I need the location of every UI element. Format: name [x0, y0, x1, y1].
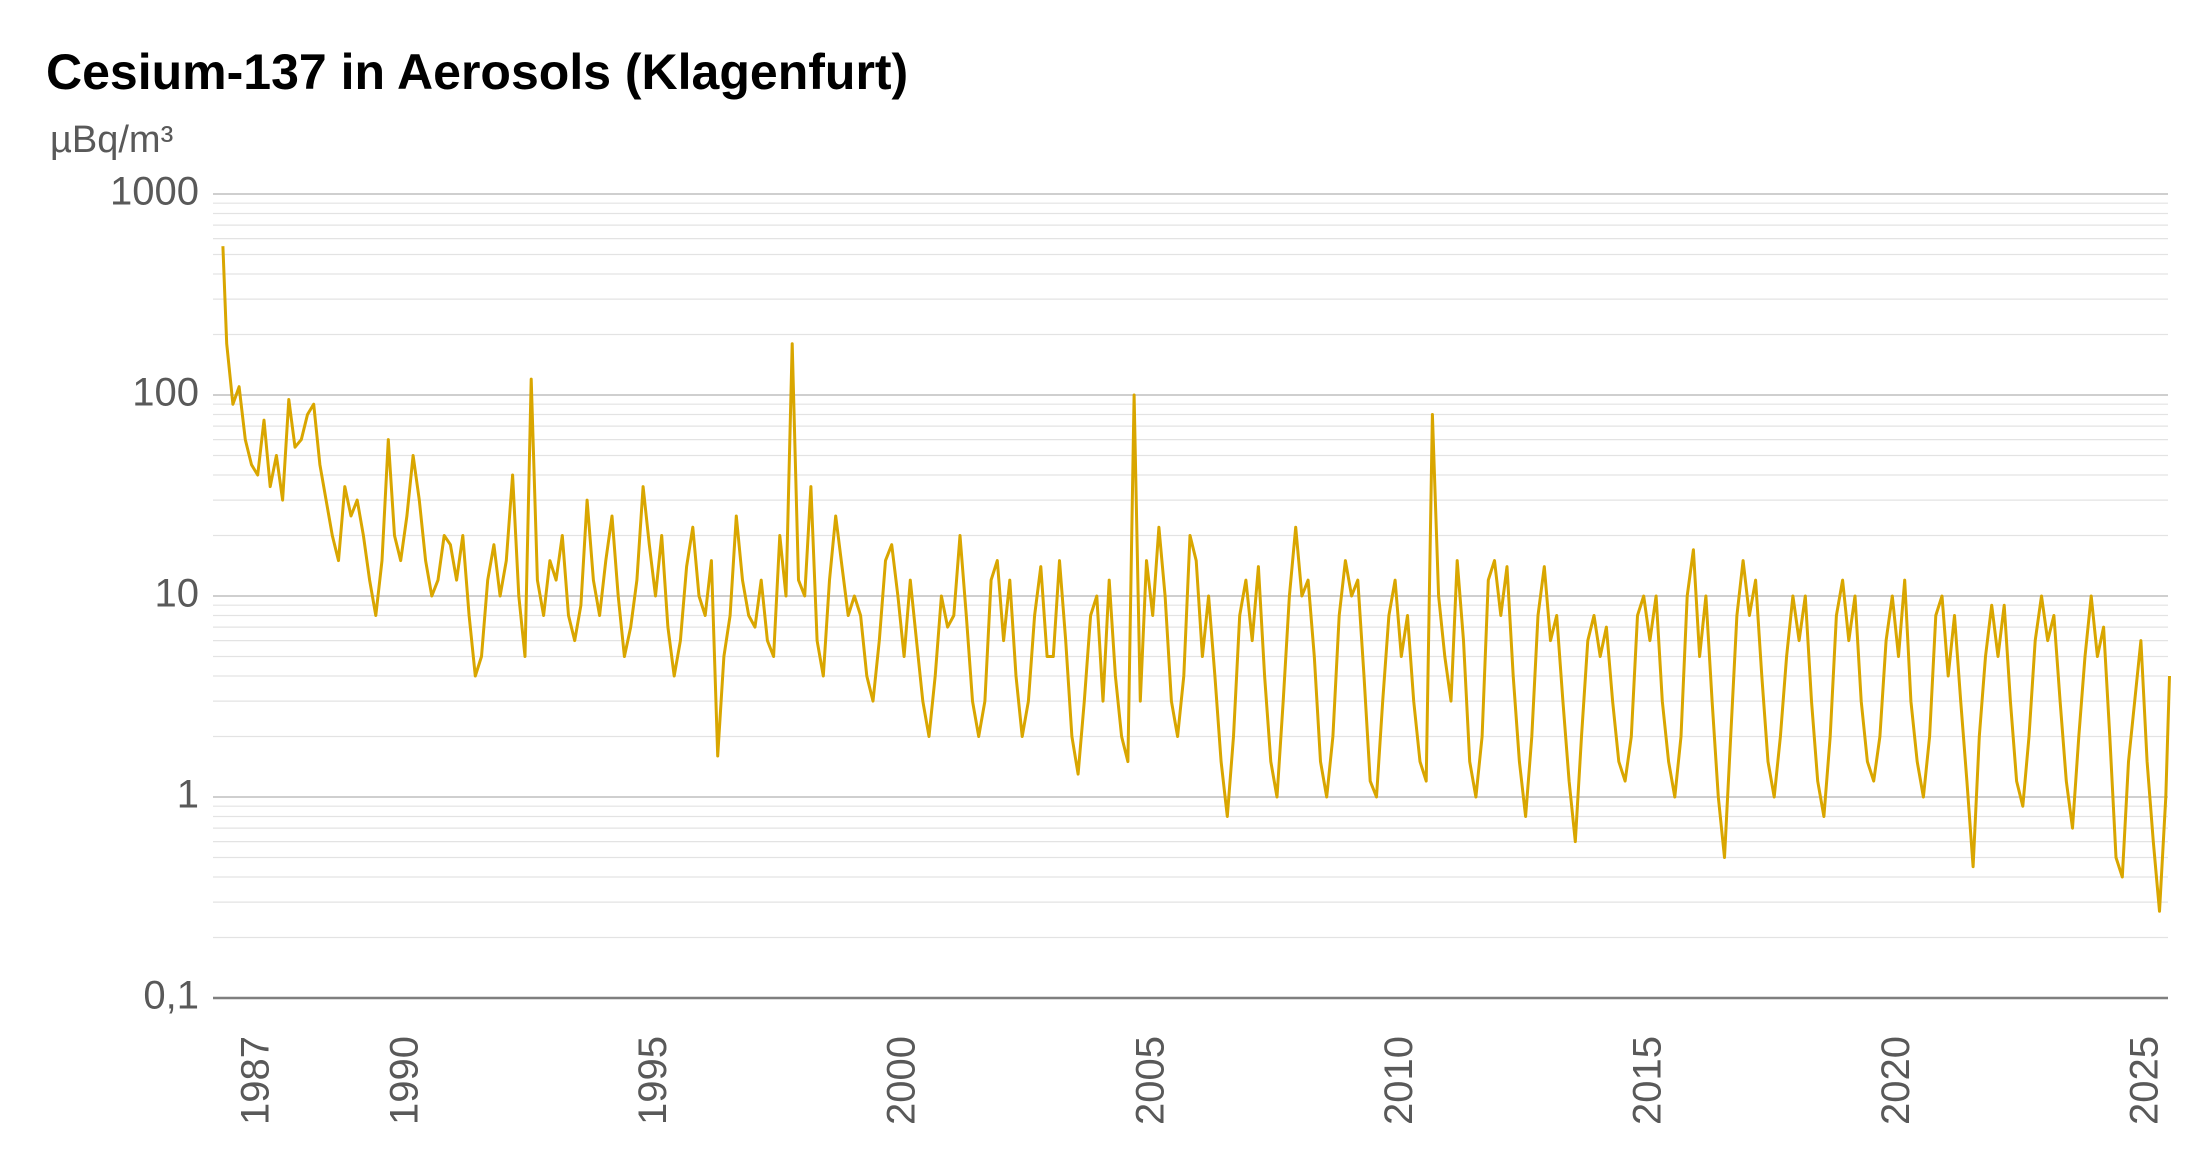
x-tick-label: 2010: [1377, 1036, 1421, 1125]
x-tick-label: 2020: [1874, 1036, 1918, 1125]
y-tick-label: 10: [155, 572, 200, 616]
y-tick-label: 0,1: [143, 974, 199, 1018]
x-tick-label: 2025: [2123, 1036, 2167, 1125]
data-line: [221, 246, 2171, 913]
x-tick-label: 1987: [233, 1036, 277, 1125]
y-tick-label: 100: [132, 371, 199, 415]
x-tick-label: 2000: [880, 1036, 924, 1125]
y-tick-label: 1: [177, 773, 199, 817]
y-axis-label: µBq/m³: [50, 119, 173, 161]
x-tick-label: 1995: [631, 1036, 675, 1125]
x-tick-label: 2005: [1128, 1036, 1172, 1125]
chart-title: Cesium-137 in Aerosols (Klagenfurt): [46, 44, 908, 100]
x-tick-label: 1990: [382, 1036, 426, 1125]
x-tick-label: 2015: [1625, 1036, 1669, 1125]
y-tick-label: 1000: [110, 170, 199, 214]
